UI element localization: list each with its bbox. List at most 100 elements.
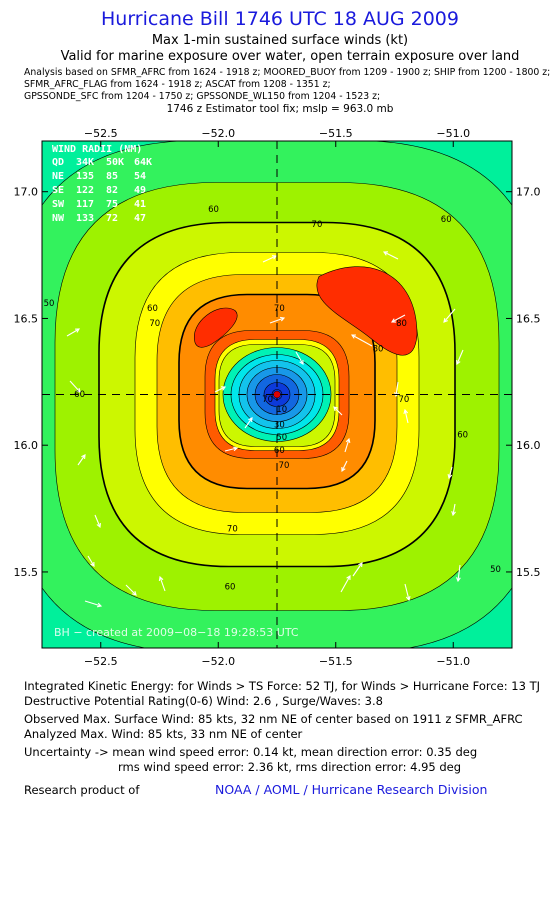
uncertainty-line: Uncertainty -> mean wind speed error: 0.…	[24, 745, 478, 759]
wind-arrow-head-9	[447, 473, 453, 480]
wind-radii-cell-2-0: SW	[52, 199, 65, 210]
lat-label-left-3: 17.0	[14, 186, 39, 199]
page-title: Hurricane Bill 1746 UTC 18 AUG 2009	[100, 8, 459, 30]
wind-arrow-head-11	[451, 511, 456, 517]
wind-arrow-head-5	[443, 317, 448, 323]
contour-label-9: 60	[74, 390, 85, 400]
wind-arrow-24	[224, 447, 238, 452]
wind-arrow-head-3	[350, 334, 357, 339]
wind-arrow-8	[404, 409, 409, 424]
lat-label-left-2: 16.5	[14, 312, 39, 325]
storm-center-crosshair	[42, 141, 512, 648]
wind-arrow-17	[125, 584, 137, 596]
wind-arrow-7	[395, 381, 399, 397]
wind-arrow-20	[77, 454, 86, 466]
wind-arrow-26	[244, 417, 253, 429]
wind-arrow-13	[404, 583, 410, 601]
contour-label-14: 30	[274, 420, 285, 430]
wind-arrow-0	[262, 255, 277, 263]
lon-label-top-1: −52.0	[201, 127, 235, 140]
wind-radii-cell-1-2: 82	[106, 185, 118, 196]
contour-label-15: 50	[276, 433, 287, 443]
wind-arrow-18	[87, 555, 95, 567]
wind-arrow-head-26	[248, 417, 253, 423]
analysis-line-1: Analysis based on SFMR_AFRC from 1624 - …	[24, 67, 551, 78]
wind-arrow-6	[456, 349, 464, 365]
rms-line: rms wind speed error: 2.36 kt, rms direc…	[118, 760, 462, 774]
lon-label-bottom-1: −52.0	[201, 655, 235, 668]
wind-arrow-head-24	[232, 446, 239, 452]
wind-arrow-head-22	[76, 387, 81, 393]
wind-arrow-3	[351, 334, 373, 347]
wind-radii-cell-3-0: NW	[52, 213, 65, 224]
wind-arrow-head-18	[90, 561, 95, 567]
wind-arrow-head-20	[81, 454, 86, 460]
wind-arrow-28	[295, 351, 304, 365]
wind-arrow-head-23	[74, 328, 80, 333]
fix-line: 1746 z Estimator tool fix; mslp = 963.0 …	[166, 103, 394, 115]
wind-arrow-head-15	[358, 562, 363, 568]
wind-arrow-9	[448, 466, 453, 479]
wind-radii-cell-3-2: 72	[106, 213, 118, 224]
wind-observation-arrows	[66, 251, 464, 608]
wind-arrow-head-12	[456, 577, 461, 583]
wind-arrow-11	[452, 503, 456, 516]
contour-label-8: 80	[373, 344, 384, 354]
subtitle: Max 1-min sustained surface winds (kt)	[151, 33, 409, 48]
contour-label-5: 50	[44, 299, 55, 309]
wind-arrow-head-25	[220, 386, 227, 391]
ne-wind-maximum	[316, 266, 418, 356]
storm-center-marker	[273, 390, 281, 399]
analysis-line-3: GPSSONDE_SFC from 1204 - 1750 z; GPSSOND…	[24, 91, 381, 102]
wind-arrow-head-16	[158, 575, 164, 582]
wind-arrow-12	[457, 564, 461, 582]
wind-radii-cell-3-1: 133	[76, 213, 94, 224]
wind-arrow-head-7	[394, 392, 399, 398]
dpr-line: Destructive Potential Rating(0-6) Wind: …	[24, 694, 383, 708]
wind-radii-cell-1-0: SE	[52, 185, 64, 196]
wind-arrow-16	[159, 576, 166, 592]
wind-arrow-head-8	[403, 408, 409, 415]
lat-label-right-1: 16.0	[516, 439, 541, 452]
wind-arrow-head-14	[346, 575, 351, 581]
organization-credit: NOAA / AOML / Hurricane Research Divisio…	[215, 782, 488, 797]
wind-arrow-15	[352, 562, 363, 577]
wind-radii-col-64k: 64K	[134, 157, 152, 168]
wind-arrow-head-21	[96, 602, 103, 608]
wind-radii-col-50k: 50K	[106, 157, 124, 168]
contour-label-6: 70	[149, 319, 160, 329]
wind-radii-header: WIND RADII (NM)	[52, 144, 142, 155]
wind-radii-cell-0-1: 135	[76, 171, 94, 182]
created-watermark: BH − created at 2009−08−18 19:28:53 UTC	[54, 626, 299, 639]
lat-label-left-1: 16.0	[14, 439, 39, 452]
lat-label-right-0: 15.5	[516, 566, 541, 579]
contour-label-0: 60	[147, 304, 158, 314]
nw-wind-maximum	[193, 307, 238, 348]
wind-arrow-1	[383, 251, 399, 260]
wind-radii-cell-2-3: 41	[134, 199, 146, 210]
wind-radii-cell-2-2: 75	[106, 199, 118, 210]
contour-labels: 6080607060507070806070607010305060707060…	[44, 205, 501, 593]
wind-radii-cell-1-3: 49	[134, 185, 146, 196]
wind-arrow-21	[84, 600, 102, 607]
lon-label-top-2: −51.5	[319, 127, 353, 140]
contour-label-13: 10	[276, 405, 287, 415]
research-product-label: Research product of	[24, 783, 140, 797]
analysis-line-2: SFMR_AFRC_FLAG from 1624 - 1918 z; ASCAT…	[24, 79, 331, 90]
wind-arrow-19	[94, 514, 101, 528]
wind-arrow-5	[443, 308, 456, 323]
lat-label-right-2: 16.5	[516, 312, 541, 325]
wind-maxima	[193, 266, 418, 356]
wind-radii-cell-0-3: 54	[134, 171, 146, 182]
contour-label-20: 50	[490, 565, 501, 575]
lat-label-left-0: 15.5	[14, 566, 39, 579]
plot-frame	[41, 140, 513, 649]
lon-label-bottom-0: −52.5	[84, 655, 118, 668]
wind-arrow-head-19	[96, 522, 101, 529]
wind-arrow-head-6	[456, 359, 461, 366]
lon-label-top-3: −51.0	[436, 127, 470, 140]
contour-label-7: 70	[274, 304, 285, 314]
analyzed-max-line: Analyzed Max. Wind: 85 kts, 33 nm NE of …	[24, 727, 303, 741]
wind-arrow-head-1	[382, 251, 389, 256]
